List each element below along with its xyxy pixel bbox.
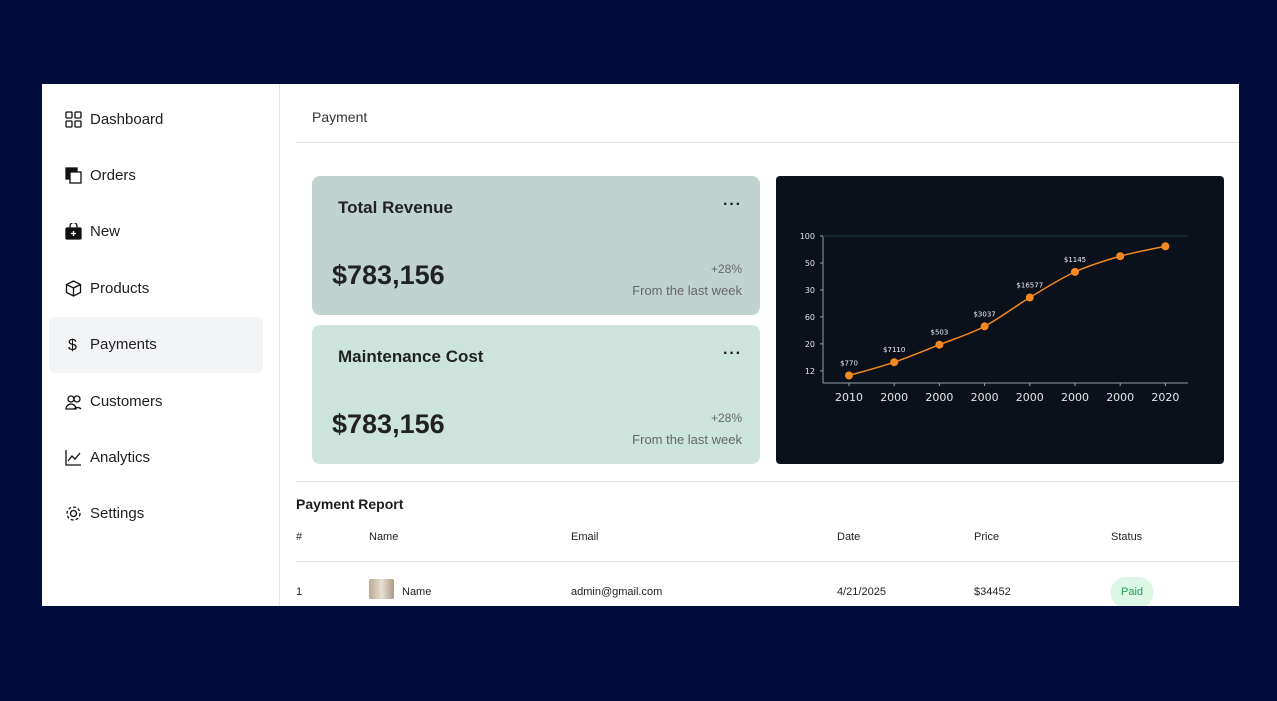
card-note: From the last week	[632, 432, 742, 447]
card-title: Total Revenue	[338, 198, 453, 217]
cell: 4/21/2025	[837, 586, 886, 598]
nav-item[interactable]: Customers	[49, 373, 263, 429]
nav-label: Products	[90, 279, 150, 297]
point-label: $3037	[973, 310, 995, 318]
cell: 1	[296, 586, 303, 598]
nav-label: New	[90, 223, 121, 241]
nav-item[interactable]: New	[49, 204, 263, 260]
x-tick-label: 2000	[880, 391, 908, 404]
card-value: $783,156	[332, 260, 445, 290]
divider	[296, 142, 1239, 143]
nav-label: Analytics	[90, 448, 151, 466]
point	[1071, 267, 1079, 276]
nav-label: Payments	[90, 336, 157, 354]
y-tick-label: 20	[805, 340, 815, 349]
card-note: From the last week	[632, 283, 742, 298]
nav-item[interactable]: Settings	[49, 486, 263, 542]
card-title: Maintenance Cost	[338, 347, 484, 366]
nav-item[interactable]: Analytics	[49, 429, 263, 485]
point-label: $503	[930, 329, 948, 337]
card-change: +28%	[710, 262, 742, 276]
point-label: $1145	[1064, 256, 1086, 264]
nav-icon	[65, 449, 81, 466]
x-tick-label: 2000	[925, 391, 953, 404]
cell: Name	[402, 586, 432, 598]
point	[1161, 242, 1170, 251]
card-menu[interactable]: ···	[723, 196, 742, 213]
column-header: #	[296, 531, 303, 543]
cell: $34452	[974, 586, 1011, 598]
column-header: Date	[837, 531, 861, 543]
card-value: $783,156	[332, 409, 445, 439]
point	[1025, 293, 1034, 302]
app: Dashboard Orders New Products $ Payments Custo…	[42, 84, 1239, 606]
card-menu[interactable]: ···	[723, 345, 742, 362]
nav-icon: $	[68, 337, 77, 353]
line	[848, 245, 1166, 377]
point-label: $770	[840, 359, 858, 367]
y-tick-label: 12	[805, 367, 815, 376]
point	[890, 358, 899, 367]
point	[845, 371, 853, 380]
y-tick-label: 100	[800, 232, 815, 241]
point	[935, 340, 944, 349]
y-tick-label: 30	[805, 286, 815, 295]
nav-label: Orders	[90, 166, 136, 184]
x-tick-label: 2000	[1016, 391, 1044, 404]
nav-icon	[65, 223, 82, 240]
nav-item[interactable]: $ Payments	[49, 316, 263, 373]
column-header: Price	[974, 531, 1000, 543]
column-header: Name	[369, 531, 399, 543]
nav-icon	[65, 167, 82, 184]
x-tick-label: 2010	[835, 391, 863, 404]
nav-label: Customers	[90, 392, 163, 410]
column-header: Email	[571, 531, 599, 543]
card: Total Revenue ··· $783,156 +28% From the…	[312, 176, 760, 315]
cell: admin@gmail.com	[571, 586, 663, 598]
point-label: $7110	[883, 346, 905, 354]
card: Maintenance Cost ··· $783,156 +28% From …	[312, 325, 760, 464]
nav-icon	[66, 506, 81, 521]
svg-text:$: $	[68, 337, 77, 353]
nav-icon	[65, 110, 82, 128]
divider	[296, 481, 1239, 482]
sidebar: Dashboard Orders New Products $ Payments Custo…	[42, 84, 280, 606]
point-label: $16577	[1016, 281, 1043, 289]
x-tick-label: 2000	[971, 391, 999, 404]
column-header: Status	[1111, 531, 1143, 543]
x-tick-label: 2000	[1061, 391, 1089, 404]
nav-item[interactable]: Dashboard	[49, 91, 263, 147]
y-tick-label: 60	[805, 313, 815, 322]
status-badge: Paid	[1111, 577, 1154, 606]
card-change: +28%	[710, 411, 742, 425]
page-title: Payment	[312, 109, 368, 125]
nav-label: Dashboard	[90, 110, 164, 128]
nav-icon	[65, 394, 82, 410]
avatar	[369, 579, 394, 599]
nav-icon	[65, 279, 82, 297]
nav-label: Settings	[90, 505, 145, 523]
x-tick-label: 2000	[1106, 391, 1134, 404]
nav-item[interactable]: Products	[49, 260, 263, 316]
y-tick-label: 50	[805, 259, 815, 268]
divider	[296, 561, 1239, 562]
nav-item[interactable]: Orders	[49, 147, 263, 203]
point	[1116, 252, 1125, 261]
point	[980, 322, 989, 331]
chart: 12 20 60 30 50 100 2010 2000 2000 2000 2000 2000 200…	[776, 176, 1224, 464]
x-tick-label: 2020	[1151, 391, 1179, 404]
report-title: Payment Report	[296, 496, 404, 512]
